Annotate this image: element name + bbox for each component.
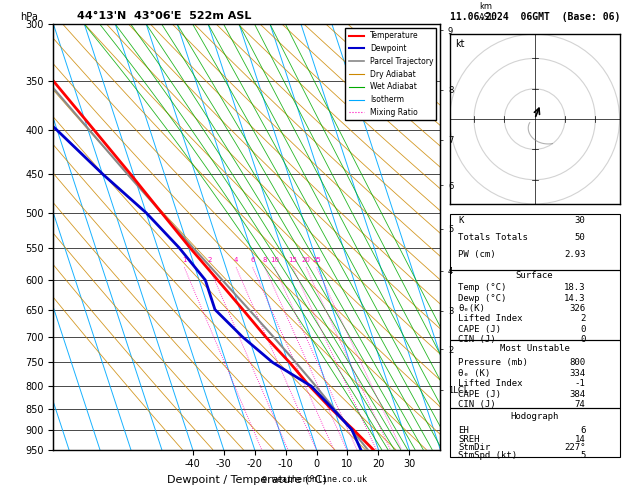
Text: km
ASL: km ASL [479, 2, 495, 21]
Text: K: K [458, 216, 464, 226]
Text: Lifted Index: Lifted Index [458, 314, 523, 324]
Text: EH: EH [458, 427, 469, 435]
Text: -1: -1 [575, 379, 586, 388]
Text: 4: 4 [234, 257, 238, 263]
Text: 334: 334 [569, 369, 586, 378]
Text: hPa: hPa [21, 12, 38, 22]
Text: 14: 14 [575, 434, 586, 444]
Text: Temp (°C): Temp (°C) [458, 283, 506, 292]
Text: CAPE (J): CAPE (J) [458, 390, 501, 399]
Text: θₑ(K): θₑ(K) [458, 304, 485, 313]
Text: Dewp (°C): Dewp (°C) [458, 294, 506, 303]
Text: 30: 30 [575, 216, 586, 226]
Text: 2.93: 2.93 [564, 250, 586, 260]
Text: 18.3: 18.3 [564, 283, 586, 292]
Text: 50: 50 [575, 233, 586, 243]
Legend: Temperature, Dewpoint, Parcel Trajectory, Dry Adiabat, Wet Adiabat, Isotherm, Mi: Temperature, Dewpoint, Parcel Trajectory… [345, 28, 437, 120]
Text: 2: 2 [207, 257, 211, 263]
Text: 0: 0 [580, 325, 586, 334]
Text: 1: 1 [182, 257, 187, 263]
Text: Lifted Index: Lifted Index [458, 379, 523, 388]
Text: θₑ (K): θₑ (K) [458, 369, 491, 378]
Text: 6: 6 [250, 257, 255, 263]
Text: 20: 20 [302, 257, 311, 263]
Text: 10: 10 [270, 257, 279, 263]
Text: Surface: Surface [516, 271, 554, 280]
Text: 800: 800 [569, 358, 586, 367]
Text: CIN (J): CIN (J) [458, 335, 496, 345]
Text: 8: 8 [263, 257, 267, 263]
Text: 25: 25 [313, 257, 321, 263]
Text: Most Unstable: Most Unstable [499, 344, 570, 353]
Text: 5: 5 [580, 451, 586, 460]
Text: CAPE (J): CAPE (J) [458, 325, 501, 334]
X-axis label: Dewpoint / Temperature (°C): Dewpoint / Temperature (°C) [167, 475, 327, 485]
Text: Hodograph: Hodograph [511, 412, 559, 421]
Text: 6: 6 [580, 427, 586, 435]
Text: 326: 326 [569, 304, 586, 313]
Text: 44°13'N  43°06'E  522m ASL: 44°13'N 43°06'E 522m ASL [77, 11, 251, 21]
Text: Totals Totals: Totals Totals [458, 233, 528, 243]
Text: © weatheronline.co.uk: © weatheronline.co.uk [262, 474, 367, 484]
Text: CIN (J): CIN (J) [458, 400, 496, 409]
Text: PW (cm): PW (cm) [458, 250, 496, 260]
Text: SREH: SREH [458, 434, 480, 444]
Text: StmDir: StmDir [458, 443, 491, 452]
Text: 14.3: 14.3 [564, 294, 586, 303]
Text: 15: 15 [288, 257, 298, 263]
Text: 0: 0 [580, 335, 586, 345]
Text: 74: 74 [575, 400, 586, 409]
Text: 227°: 227° [564, 443, 586, 452]
Text: kt: kt [455, 39, 464, 49]
Text: Pressure (mb): Pressure (mb) [458, 358, 528, 367]
Text: StmSpd (kt): StmSpd (kt) [458, 451, 517, 460]
Text: 2: 2 [580, 314, 586, 324]
Text: 384: 384 [569, 390, 586, 399]
Text: 11.06.2024  06GMT  (Base: 06): 11.06.2024 06GMT (Base: 06) [450, 12, 620, 22]
